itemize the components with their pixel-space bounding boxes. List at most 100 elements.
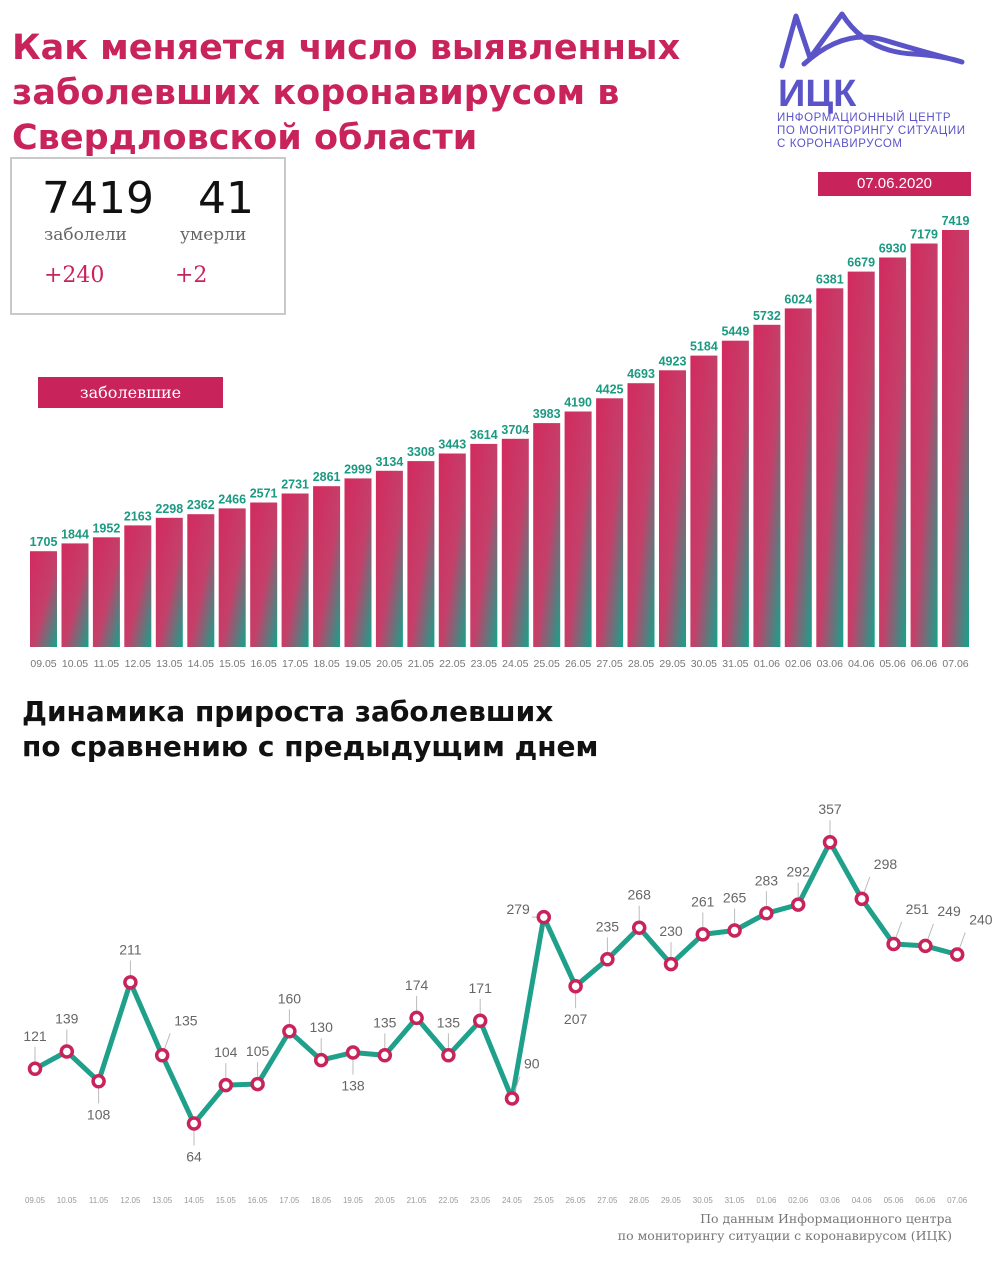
source-line: По данным Информационного центра	[700, 1211, 952, 1226]
subtitle-line: Динамика прироста заболевших	[22, 695, 554, 728]
x-tick-label: 13.05	[152, 1196, 173, 1205]
x-tick-label: 20.05	[375, 1196, 396, 1205]
cases-delta: +240	[44, 263, 105, 288]
x-tick-label: 05.06	[884, 1196, 905, 1205]
data-point	[600, 952, 615, 967]
data-point	[91, 1074, 106, 1089]
point-value-label: 283	[755, 872, 779, 888]
bar	[92, 537, 120, 647]
date-badge: 07.06.2020	[818, 172, 971, 196]
point-value-label: 104	[214, 1044, 238, 1060]
bar	[847, 271, 875, 647]
point-value-label: 90	[524, 1056, 540, 1072]
data-point	[886, 936, 901, 952]
bar	[30, 551, 57, 647]
x-tick-label: 13.05	[156, 658, 182, 670]
bar-value-label: 6679	[847, 256, 875, 270]
x-tick-label: 12.05	[125, 658, 151, 670]
bar	[344, 478, 372, 647]
point-value-label: 160	[278, 990, 302, 1006]
data-point	[154, 1048, 170, 1063]
logo-caption-line: ИНФОРМАЦИОННЫЙ ЦЕНТР	[777, 112, 952, 124]
bar-value-label: 3704	[501, 423, 529, 437]
logo-wave-icon	[779, 11, 965, 69]
point-value-label: 121	[23, 1028, 47, 1044]
bar-value-label: 1844	[61, 527, 89, 541]
bar	[721, 340, 749, 647]
bar	[218, 508, 246, 647]
bar-value-label: 6381	[816, 272, 844, 286]
x-tick-label: 22.05	[438, 1196, 459, 1205]
cases-total: 7419	[42, 173, 154, 224]
subtitle-line: по сравнению с предыдущим днем	[22, 730, 599, 763]
point-value-label: 108	[87, 1106, 111, 1122]
bar-value-label: 5732	[753, 309, 781, 323]
logo-caption: ИНФОРМАЦИОННЫЙ ЦЕНТР ПО МОНИТОРИНГУ СИТУ…	[777, 112, 987, 151]
data-point	[186, 1116, 202, 1131]
point-value-label: 139	[55, 1011, 79, 1027]
bar-value-label: 4190	[564, 396, 592, 410]
bar	[564, 411, 592, 647]
point-value-label: 211	[119, 941, 142, 957]
source-line: по мониторингу ситуации с коронавирусом …	[617, 1228, 952, 1243]
x-tick-label: 01.06	[756, 1196, 777, 1205]
daily-increase-line-chart: 121 139 108 211 135 64 104 105 160 130 138 135 174 13…	[23, 801, 992, 1205]
data-point	[790, 897, 806, 912]
data-point	[472, 1013, 488, 1029]
x-tick-label: 01.06	[754, 658, 780, 670]
point-value-label: 130	[310, 1019, 334, 1035]
data-point	[536, 909, 552, 925]
deaths-delta: +2	[175, 263, 208, 288]
x-tick-label: 28.05	[629, 1196, 650, 1205]
point-value-label: 230	[659, 923, 683, 939]
title-line: Как меняется число выявленных	[12, 28, 681, 68]
x-tick-label: 12.05	[120, 1196, 141, 1205]
x-tick-label: 11.05	[89, 1196, 109, 1205]
bar-value-label: 7419	[942, 214, 970, 228]
x-tick-label: 24.05	[502, 1196, 523, 1205]
x-tick-label: 25.05	[534, 658, 560, 670]
data-point	[695, 927, 711, 942]
point-value-label: 240	[969, 912, 992, 928]
x-tick-label: 14.05	[188, 658, 214, 670]
bar-value-label: 6024	[784, 292, 812, 306]
bar	[61, 543, 89, 647]
data-point	[282, 1024, 297, 1039]
bar	[470, 443, 498, 647]
bar	[784, 308, 812, 647]
bar-value-label: 6930	[879, 242, 907, 256]
x-tick-label: 02.06	[788, 1196, 809, 1205]
data-point	[59, 1044, 75, 1059]
point-value-label: 357	[818, 801, 842, 817]
cumulative-cases-bar-chart: 1705 09.05 1844 10.05 1952 11.05 2163 12.05 2298…	[30, 214, 970, 670]
x-tick-label: 29.05	[659, 658, 685, 670]
data-point	[218, 1077, 234, 1093]
point-value-label: 174	[405, 977, 429, 993]
x-tick-label: 28.05	[628, 658, 654, 670]
x-tick-label: 03.06	[820, 1196, 841, 1205]
x-tick-label: 25.05	[534, 1196, 555, 1205]
x-tick-label: 05.06	[879, 658, 905, 670]
deaths-total: 41	[198, 173, 254, 224]
point-value-label: 261	[691, 893, 715, 909]
bar-value-label: 2298	[155, 502, 183, 516]
cases-label: заболели	[44, 225, 127, 245]
bar	[501, 438, 529, 647]
point-value-label: 171	[469, 980, 493, 996]
data-point	[663, 956, 679, 972]
bar	[281, 493, 309, 647]
bar-value-label: 4425	[596, 382, 624, 396]
data-point	[345, 1045, 361, 1060]
bar	[659, 370, 686, 647]
x-tick-label: 07.06	[942, 658, 968, 670]
x-tick-label: 16.05	[250, 658, 276, 670]
deaths-label: умерли	[180, 225, 247, 245]
bar-value-label: 2571	[250, 487, 278, 501]
point-value-label: 138	[341, 1078, 365, 1094]
bar-value-label: 2466	[218, 492, 246, 506]
x-tick-label: 23.05	[471, 658, 497, 670]
point-value-label: 265	[723, 890, 747, 906]
logo-abbr: ИЦК	[778, 73, 857, 115]
bar-value-label: 1705	[30, 535, 58, 549]
x-tick-label: 27.05	[597, 1196, 618, 1205]
